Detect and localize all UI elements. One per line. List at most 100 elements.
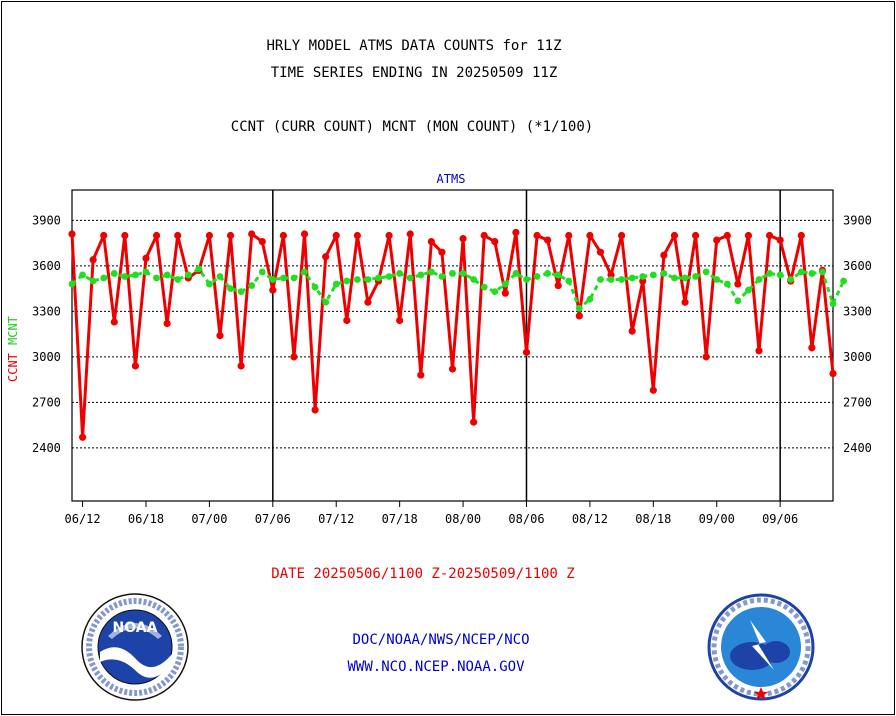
data-point-mcnt [480,283,488,291]
data-point-mcnt [734,297,742,305]
data-point-mcnt [745,286,752,294]
x-tick-label: 08/06 [508,512,544,526]
data-point-ccnt [131,362,140,370]
data-point-mcnt [269,276,277,283]
data-point-ccnt [691,231,700,240]
data-point-ccnt [713,236,721,244]
chart-title-line-1: HRLY MODEL ATMS DATA COUNTS for 11Z [266,38,562,54]
data-point-mcnt [808,270,816,277]
data-point-ccnt [649,386,657,394]
data-point-mcnt [121,273,129,280]
x-tick-label: 06/18 [128,512,164,526]
data-point-ccnt [385,231,393,240]
credit-agency: DOC/NOAA/NWS/NCEP/NCO [352,632,530,648]
data-point-mcnt [301,268,308,276]
x-tick-label: 08/00 [445,512,481,526]
data-point-mcnt [449,270,456,277]
data-point-mcnt [163,271,171,279]
data-point-ccnt [100,231,108,240]
data-point-ccnt [438,248,446,256]
data-point-mcnt [618,276,626,283]
data-point-ccnt [152,231,161,240]
data-point-mcnt [438,273,446,280]
data-point-mcnt [702,268,710,276]
data-point-ccnt [491,237,499,246]
y-tick-label-right: 2700 [843,395,872,409]
data-point-mcnt [681,274,689,282]
data-point-mcnt [797,268,805,276]
data-point-mcnt [459,270,467,277]
data-point-ccnt [396,316,404,325]
data-point-ccnt [797,231,805,240]
data-point-mcnt [343,277,351,285]
data-point-mcnt [787,276,795,283]
legend-description: CCNT (CURR COUNT) MCNT (MON COUNT) (*1/1… [230,119,594,135]
data-point-ccnt [258,237,266,246]
x-tick-label: 06/12 [65,512,101,526]
data-point-mcnt [819,268,826,276]
data-point-mcnt [110,270,118,277]
credit-website: WWW.NCO.NCEP.NOAA.GOV [347,659,525,675]
data-point-ccnt [808,344,816,352]
data-point-ccnt [78,433,87,441]
y-tick-label-left: 3000 [32,350,61,364]
data-point-mcnt [322,298,330,306]
date-range: DATE 20250506/1100 Z-20250509/1100 Z [271,566,575,582]
data-point-ccnt [702,353,710,361]
data-point-ccnt [533,231,541,240]
data-point-ccnt [554,281,562,290]
data-point-ccnt [586,231,594,240]
data-point-mcnt [607,276,615,283]
x-tick-label: 09/00 [699,512,735,526]
data-point-ccnt [226,231,235,240]
data-point-mcnt [195,265,203,273]
data-point-ccnt [459,234,467,243]
data-point-ccnt [765,231,774,240]
data-point-ccnt [110,318,118,326]
data-point-mcnt [417,271,425,279]
data-point-ccnt [618,231,626,240]
x-tick-label: 07/00 [191,512,227,526]
data-point-mcnt [713,276,721,283]
data-point-ccnt [89,256,97,264]
y-tick-label-right: 3300 [843,304,872,318]
data-point-mcnt [248,282,256,289]
data-point-ccnt [142,254,150,262]
data-point-mcnt [132,271,139,279]
data-point-mcnt [290,274,298,282]
x-tick-label: 08/12 [572,512,608,526]
data-point-ccnt [501,289,509,297]
data-point-ccnt [744,231,753,240]
data-point-ccnt [290,353,298,361]
data-point-mcnt [840,277,847,285]
data-point-mcnt [427,268,435,276]
data-point-mcnt [68,280,76,288]
data-point-mcnt [396,270,404,277]
svg-text:NOAA: NOAA [113,620,158,636]
data-point-mcnt [153,274,160,282]
national-weather-service-logo-icon [707,593,815,701]
data-point-mcnt [692,273,699,280]
data-point-ccnt [332,231,340,240]
data-point-mcnt [554,271,562,279]
data-point-mcnt [406,274,414,282]
data-point-ccnt [596,248,605,256]
data-point-ccnt [628,327,636,335]
plot-frame [71,189,834,502]
data-point-ccnt [311,406,319,414]
data-point-ccnt [544,236,552,244]
data-point-mcnt [491,288,499,296]
data-point-mcnt [89,277,97,285]
data-point-ccnt [681,298,689,306]
data-point-mcnt [755,276,763,283]
data-point-ccnt [427,237,435,246]
data-point-mcnt [216,273,224,280]
data-point-ccnt [163,319,171,328]
data-point-mcnt [829,300,837,308]
y-tick-label-right: 3900 [843,213,872,227]
y-tick-label-left: 2700 [32,395,61,409]
data-point-mcnt [375,274,382,282]
data-point-ccnt [205,231,214,240]
y-tick-label-left: 3300 [32,304,61,318]
